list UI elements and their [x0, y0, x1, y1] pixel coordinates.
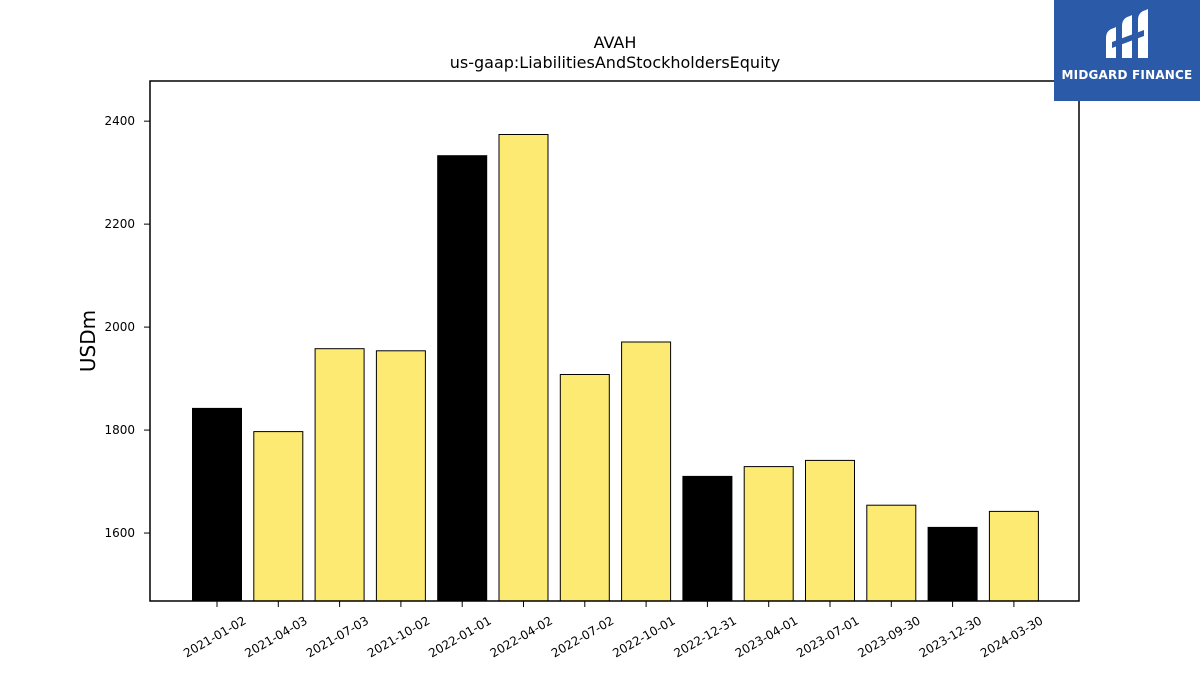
y-tick-label: 2400 — [104, 114, 135, 128]
x-tick-label: 2023-07-01 — [794, 613, 861, 660]
bar-2022-04-02 — [498, 134, 549, 602]
y-axis-label: USDm — [76, 310, 100, 372]
chart-title: AVAH — [594, 33, 637, 52]
x-tick-label: 2023-04-01 — [733, 613, 800, 660]
x-tick-label: 2022-04-02 — [488, 613, 555, 660]
bar-2021-07-03 — [314, 348, 365, 602]
x-tick-label: 2022-01-01 — [426, 613, 493, 660]
bar-2021-01-02 — [192, 407, 242, 602]
x-tick-label: 2022-12-31 — [671, 613, 738, 660]
x-tick-label: 2021-04-03 — [242, 613, 309, 660]
bar-2023-04-01 — [743, 466, 794, 602]
x-tick-label: 2022-07-02 — [549, 613, 616, 660]
y-tick-label: 1600 — [104, 526, 135, 540]
brand-name: MIDGARD FINANCE — [1061, 68, 1193, 82]
bar-2024-03-30 — [988, 510, 1039, 602]
bar-2022-07-02 — [559, 374, 610, 602]
bar-2023-09-30 — [866, 504, 917, 602]
x-tick-label: 2024-03-30 — [978, 613, 1045, 660]
y-tick-label: 2200 — [104, 217, 135, 231]
x-tick-label: 2021-07-03 — [304, 613, 371, 660]
bar-2021-04-03 — [253, 431, 304, 602]
x-tick-label: 2023-12-30 — [917, 613, 984, 660]
x-tick-label: 2021-01-02 — [181, 613, 248, 660]
y-tick-label: 1800 — [104, 423, 135, 437]
x-tick-label: 2022-10-01 — [610, 613, 677, 660]
x-tick-label: 2021-10-02 — [365, 613, 432, 660]
bar-2022-01-01 — [437, 155, 488, 602]
y-tick-label: 2000 — [104, 320, 135, 334]
bars-layer — [192, 134, 1039, 602]
bar-2023-07-01 — [805, 459, 855, 602]
midgard-logo-icon — [1106, 9, 1148, 58]
chart-subtitle: us-gaap:LiabilitiesAndStockholdersEquity — [450, 53, 781, 72]
bar-2022-10-01 — [621, 341, 672, 602]
bar-2023-12-30 — [927, 526, 978, 602]
brand-logo: MIDGARD FINANCE — [1054, 0, 1200, 101]
x-tick-label: 2023-09-30 — [855, 613, 922, 660]
bar-2021-10-02 — [375, 350, 426, 602]
plot-frame — [149, 80, 1080, 602]
bar-2022-12-31 — [682, 475, 733, 602]
